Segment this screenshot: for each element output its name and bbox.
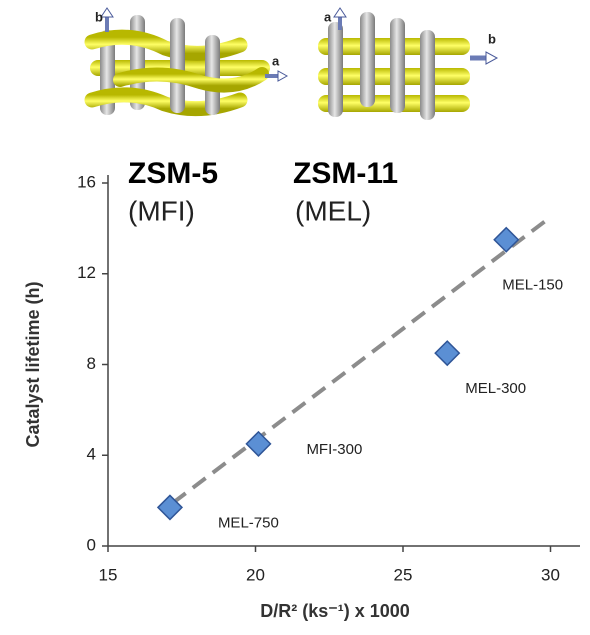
y-axis-label: Catalyst lifetime (h) [23,281,43,447]
x-axis-label: D/R² (ks⁻¹) x 1000 [260,601,410,621]
x-tick-label: 15 [99,565,118,584]
point-label: MFI-300 [306,441,362,458]
chart: ZSM-5 (MFI) ZSM-11 (MEL) b a a b 0 4 8 12 16 15 20 25 30… [0,0,590,630]
framework-code: (MEL) [295,195,371,226]
point-label: MEL-150 [502,277,563,294]
x-tick-label: 30 [541,565,560,584]
y-tick-label: 0 [87,535,96,554]
point-label: MEL-750 [218,514,279,531]
framework-code: (MFI) [128,195,195,226]
data-point [494,228,518,252]
crystal-axis-label: b [95,9,103,24]
crystal-axis-label: a [272,53,280,68]
mel-diagram [318,8,497,120]
data-point [246,432,270,456]
point-label: MEL-300 [465,380,526,397]
trendline [173,222,545,503]
framework-name: ZSM-5 [128,157,218,190]
y-tick-label: 4 [87,445,96,464]
y-tick-label: 8 [87,354,96,373]
mfi-diagram [90,8,287,115]
crystal-axis-label: a [324,9,332,24]
y-tick-label: 16 [77,172,96,191]
framework-name: ZSM-11 [293,157,398,190]
x-tick-label: 25 [394,565,413,584]
y-tick-label: 12 [77,263,96,282]
x-tick-label: 20 [246,565,265,584]
data-point [435,341,459,365]
crystal-axis-label: b [488,31,496,46]
